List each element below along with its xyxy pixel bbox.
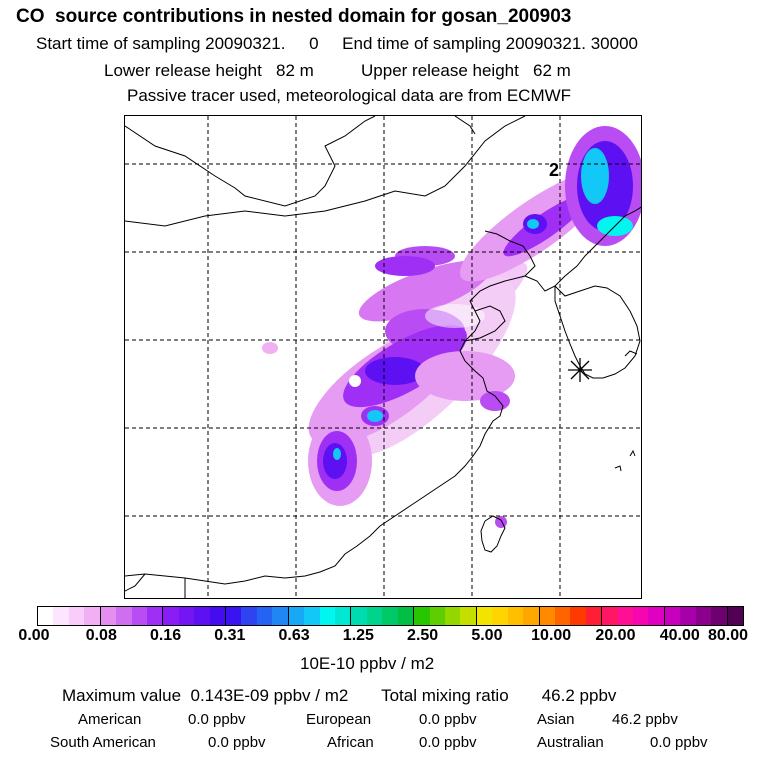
region-value: 0.0 ppbv: [208, 734, 266, 751]
colorbar-cell: [570, 607, 586, 625]
sampling-time-line: Start time of sampling 20090321. 0 End t…: [36, 34, 638, 53]
colorbar-cell: [492, 607, 508, 625]
colorbar-cell: [727, 607, 743, 625]
colorbar-cell: [194, 607, 210, 625]
colorbar-cell: [648, 607, 665, 625]
concentration-map: 2: [124, 115, 642, 599]
colorbar-cell: [116, 607, 132, 625]
colorbar-cell: [288, 607, 305, 625]
coastlines: [125, 116, 641, 598]
colorbar-cell: [633, 607, 649, 625]
colorbar-cell: [256, 607, 273, 625]
colorbar-cell: [131, 607, 147, 625]
total-mixing-label: Total mixing ratio: [381, 686, 509, 705]
colorbar-tick-label: 0.16: [149, 627, 182, 644]
colorbar-cell: [695, 607, 712, 625]
region-name: South American: [50, 734, 156, 751]
summary-max-total-line: Maximum value 0.143E-09 ppbv / m2 Total …: [62, 686, 616, 706]
colorbar-cell: [272, 607, 289, 625]
colorbar-cell: [304, 607, 320, 625]
colorbar-tick-label: 10.00: [531, 627, 572, 644]
colorbar-cell: [414, 607, 430, 625]
max-value-label: Maximum value: [62, 686, 182, 705]
colorbar-cell: [84, 607, 101, 625]
colorbar-cell: [554, 607, 571, 625]
colorbar-cell: [335, 607, 352, 625]
release-point-label: 2: [549, 160, 559, 180]
colorbar-tick-label: 0.00: [18, 627, 50, 644]
map-canvas: 2: [125, 116, 641, 598]
colorbar-cell: [444, 607, 461, 625]
colorbar-cell: [476, 607, 493, 625]
region-name: European: [306, 711, 372, 728]
plot-title: CO source contributions in nested domain…: [16, 6, 572, 27]
region-name: American: [78, 711, 142, 728]
colorbar-cell: [100, 607, 117, 625]
colorbar-cell: [539, 607, 555, 625]
colorbar-cell: [178, 607, 195, 625]
colorbar-tick-label: 2.50: [407, 627, 439, 644]
colorbar-cell: [523, 607, 540, 625]
colorbar-tick-label: 0.63: [278, 627, 310, 644]
colorbar-cell: [680, 607, 696, 625]
colorbar-cell: [617, 607, 634, 625]
colorbar-cell: [382, 607, 398, 625]
colorbar-cell: [53, 607, 69, 625]
colorbar-cell: [397, 607, 415, 625]
colorbar-tick-label: 5.00: [471, 627, 503, 644]
max-value: 0.143E-09 ppbv / m2: [190, 686, 349, 705]
colorbar-cell: [664, 607, 681, 625]
colorbar-cell: [585, 607, 603, 625]
colorbar-tick-labels: 0.00 0.08 0.16 0.31 0.63 1.25 2.50 5.00 10.00 20.…: [0, 627, 768, 649]
colorbar-tick-label: 0.31: [214, 627, 246, 644]
colorbar-cell: [38, 607, 54, 625]
region-name: Australian: [537, 734, 604, 751]
colorbar-cell: [366, 607, 383, 625]
colorbar-cell: [460, 607, 477, 625]
colorbar-cell: [163, 607, 179, 625]
colorbar-cell: [68, 607, 85, 625]
station-marker-icon: [568, 358, 592, 382]
region-value: 0.0 ppbv: [419, 734, 477, 751]
colorbar-tick-label: 0.08: [85, 627, 117, 644]
tracer-info-line: Passive tracer used, meteorological data…: [127, 86, 572, 105]
colorbar-tick-label: 1.25: [342, 627, 374, 644]
region-value: 46.2 ppbv: [612, 711, 678, 728]
colorbar-cell: [507, 607, 524, 625]
colorbar-cell: [241, 607, 257, 625]
colorbar-cell: [209, 607, 227, 625]
colorbar-cell: [146, 607, 164, 625]
colorbar-unit-label: 10E-10 ppbv / m2: [300, 654, 435, 673]
region-value: 0.0 ppbv: [188, 711, 246, 728]
region-name: African: [327, 734, 374, 751]
total-mixing-value: 46.2 ppbv: [541, 686, 617, 705]
colorbar: [37, 606, 744, 626]
lat-lon-grid: [125, 116, 641, 598]
colorbar-tick-label: 40.00: [659, 627, 700, 644]
colorbar-cell: [429, 607, 445, 625]
colorbar-tick-label: 80.00: [707, 627, 749, 644]
region-name: Asian: [537, 711, 575, 728]
colorbar-cell: [351, 607, 367, 625]
colorbar-cell: [319, 607, 336, 625]
region-value: 0.0 ppbv: [650, 734, 708, 751]
release-height-line: Lower release height 82 m Upper release …: [104, 61, 571, 80]
region-value: 0.0 ppbv: [419, 711, 477, 728]
colorbar-cell: [711, 607, 728, 625]
colorbar-cell: [602, 607, 618, 625]
colorbar-cell: [226, 607, 242, 625]
plume-field: [262, 126, 641, 528]
colorbar-tick-label: 20.00: [595, 627, 636, 644]
